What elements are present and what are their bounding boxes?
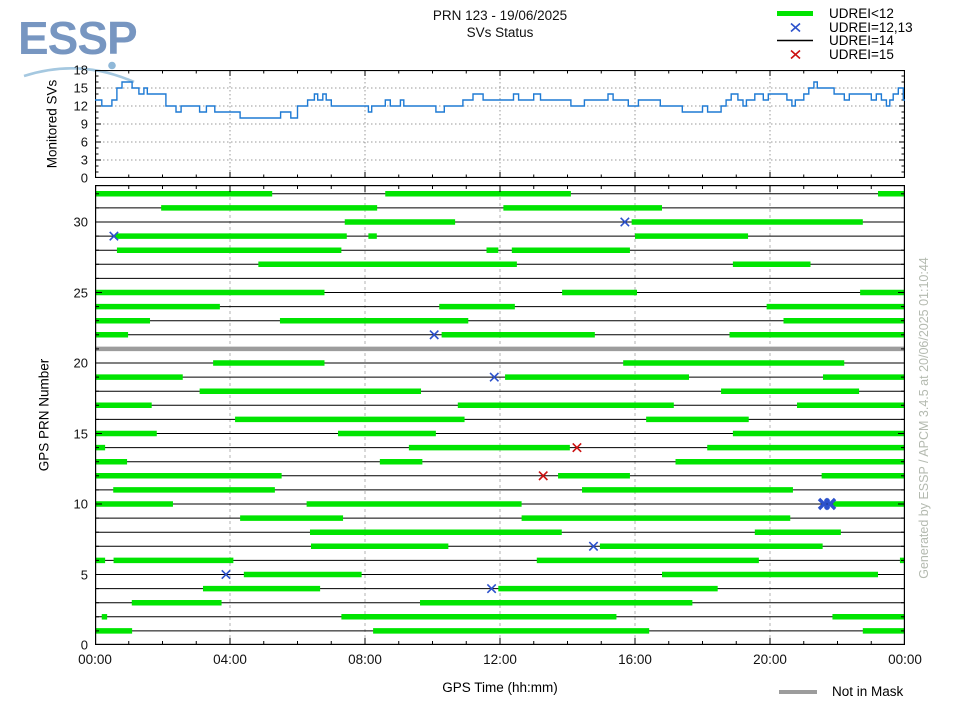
monitored-svs-series	[95, 81, 905, 119]
legend-label: UDREI=12,13	[829, 19, 913, 35]
udrei-12-13-marker	[109, 231, 119, 241]
main-chart-xtick-label: 12:00	[483, 652, 517, 667]
essp-logo: ESSP	[18, 12, 138, 84]
green-line-swatch-icon	[777, 11, 813, 17]
main-chart-xtick-label: 00:00	[888, 652, 922, 667]
main-chart-xtick-label: 04:00	[213, 652, 247, 667]
gray-line-swatch-icon	[779, 689, 817, 694]
generated-by-watermark: Generated by ESSP / APCM 3.4.5 at 20/06/…	[917, 257, 931, 579]
top-gridlines	[95, 70, 905, 178]
prn-status-plot	[95, 185, 905, 645]
essp-logo-orbit-arc	[23, 67, 135, 84]
top-chart-ytick-label: 6	[80, 134, 88, 150]
essp-logo-text: ESSP	[18, 12, 137, 64]
top-chart-ytick-label: 18	[73, 62, 88, 78]
main-chart-xtick-label: 00:00	[78, 652, 112, 667]
chart-title: PRN 123 - 19/06/2025 SVs Status	[280, 7, 720, 41]
monitored-svs-plot	[95, 70, 905, 178]
not-in-mask-label: Not in Mask	[832, 684, 904, 699]
top-chart-ytick-label: 0	[80, 170, 88, 186]
not-in-mask-legend: Not in Mask	[779, 684, 903, 699]
udrei-12-13-marker	[620, 217, 630, 227]
chart-title-line2: SVs Status	[466, 25, 534, 40]
black-line-swatch-icon	[777, 40, 813, 42]
gps-prn-axis-label: GPS PRN Number	[36, 358, 52, 472]
legend-item-udrei-14: UDREI=14	[768, 33, 913, 49]
top-chart-ytick-label: 3	[80, 152, 88, 168]
udrei-legend: UDREI<12 UDREI=12,13 UDREI=14 UDREI=15	[768, 6, 913, 62]
main-chart-ytick-label: 0	[80, 637, 88, 653]
main-chart-ytick-label: 30	[73, 214, 88, 230]
red-x-swatch-icon	[790, 49, 801, 59]
main-chart-ytick-label: 5	[80, 567, 88, 582]
main-chart-ytick-label: 20	[73, 355, 88, 371]
legend-item-udrei-lt12: UDREI<12	[768, 6, 913, 22]
main-chart-ytick-label: 10	[73, 496, 88, 512]
top-chart-ytick-label: 9	[80, 116, 88, 132]
udrei-12-13-marker	[489, 372, 500, 382]
essp-logo-satellite-dot	[108, 61, 116, 70]
legend-label: UDREI<12	[829, 6, 894, 22]
udrei-12-13-marker	[823, 497, 837, 511]
blue-x-swatch-icon	[790, 22, 801, 32]
legend-item-udrei-12-13: UDREI=12,13	[768, 19, 913, 35]
udrei-12-13-marker	[486, 583, 497, 594]
udrei-12-13-marker	[221, 569, 231, 580]
main-chart-xtick-label: 20:00	[753, 652, 787, 667]
top-chart-ytick-label: 15	[73, 80, 88, 96]
main-chart-ytick-label: 15	[73, 426, 88, 441]
udrei-12-13-marker	[429, 330, 439, 340]
chart-title-line1: PRN 123 - 19/06/2025	[432, 8, 568, 23]
udrei-12-13-marker	[588, 541, 599, 552]
top-chart-ytick-label: 12	[73, 98, 88, 114]
main-chart-ytick-label: 25	[73, 285, 88, 300]
legend-item-udrei-15: UDREI=15	[768, 46, 913, 62]
main-gridlines	[229, 185, 771, 645]
monitored-svs-axis-label: Monitored SVs	[44, 79, 60, 169]
main-chart-xtick-label: 16:00	[618, 652, 652, 667]
legend-label: UDREI=14	[829, 33, 894, 49]
udrei-15-marker	[572, 442, 582, 453]
prn-rows	[95, 191, 905, 634]
main-chart-xtick-label: 08:00	[348, 652, 382, 667]
main-frame	[95, 185, 905, 645]
udrei-15-marker	[538, 471, 548, 481]
gps-time-axis-label: GPS Time (hh:mm)	[442, 680, 558, 695]
top-frame	[95, 70, 905, 178]
legend-label: UDREI=15	[829, 46, 894, 62]
